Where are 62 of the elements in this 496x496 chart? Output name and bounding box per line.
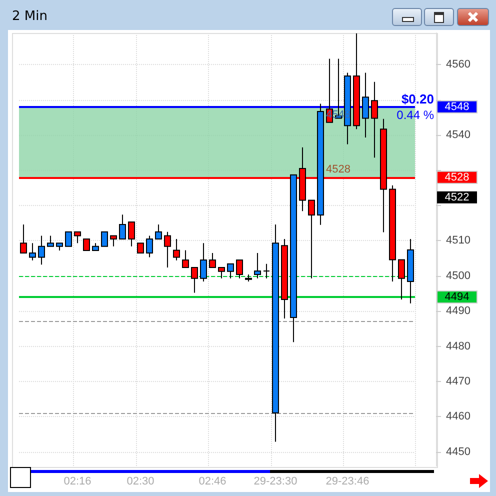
x-tick-label: 02:16: [64, 476, 92, 488]
candlestick: [101, 231, 108, 247]
candlestick: [290, 174, 297, 343]
x-tick-label: 02:30: [126, 476, 154, 488]
y-tick-label: 4540: [446, 129, 470, 142]
y-tick-label: 4510: [446, 234, 470, 247]
candlestick: [137, 242, 144, 254]
x-tick-label: 02:46: [198, 476, 226, 488]
candlestick: [308, 200, 315, 279]
candlestick: [236, 260, 243, 279]
y-tick-label: 4500: [446, 270, 470, 282]
candlestick: [245, 274, 252, 282]
candlestick: [38, 235, 45, 266]
y-tick-label: 4490: [446, 305, 470, 318]
candlestick: [191, 266, 198, 294]
candlestick: [56, 242, 63, 252]
candlestick: [83, 238, 90, 252]
ref-line-label: 4548: [444, 100, 470, 113]
candlestick: [200, 242, 207, 282]
candlestick: [65, 231, 72, 247]
candlestick: [155, 224, 162, 240]
candlestick: [218, 266, 225, 279]
candlestick: [353, 32, 360, 130]
candlestick: [110, 235, 117, 247]
ref-line-label: 4494: [444, 291, 470, 304]
y-tick-label: 4560: [446, 58, 470, 71]
candlestick: [398, 259, 405, 300]
x-tick-label: 29-23:46: [326, 476, 370, 488]
annotation: 4548: [326, 108, 350, 121]
candlestick: [20, 224, 27, 254]
candlestick: [371, 81, 378, 158]
chart-title: 2 Min: [12, 9, 48, 24]
text: 4522: [444, 191, 470, 204]
candlestick: [209, 252, 216, 268]
candlestick: [389, 184, 396, 282]
candlestick: [128, 222, 135, 247]
candlestick: [47, 235, 54, 247]
candlestick: [317, 103, 324, 226]
x-tick-label: 29-23:30: [254, 476, 298, 488]
y-tick-label: 4470: [446, 376, 470, 388]
candlestick: [254, 252, 261, 279]
candlestick: [173, 238, 180, 261]
y-tick-label: 4460: [446, 410, 470, 423]
annotation: 4528: [326, 163, 350, 176]
candlestick: [119, 214, 126, 240]
ref-line-label: 4528: [444, 171, 470, 184]
y-tick-label: 4480: [446, 340, 470, 352]
candlestick: [407, 238, 414, 304]
candlestick: [272, 224, 279, 442]
candlestick: [362, 72, 369, 138]
candlestick: [263, 263, 270, 279]
candlestick: [29, 242, 36, 261]
candlestick: [74, 231, 81, 244]
annotation: 0.44 %: [396, 108, 434, 122]
candlestick: [164, 231, 171, 268]
candlestick: [227, 263, 234, 279]
candlestick: [146, 235, 153, 258]
candlestick: [281, 238, 288, 319]
candlestick: [92, 242, 99, 252]
annotation: $0.20: [401, 91, 434, 106]
candlestick: [182, 250, 189, 268]
y-tick-label: 4450: [446, 446, 470, 458]
